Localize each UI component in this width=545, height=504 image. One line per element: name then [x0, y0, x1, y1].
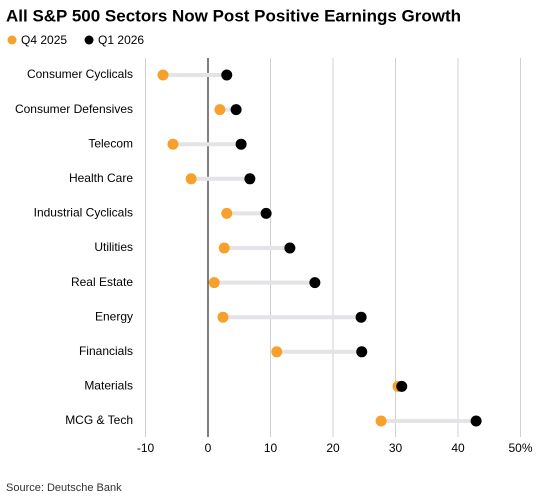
- dot: [221, 207, 233, 219]
- x-tick-label: 10: [264, 441, 278, 455]
- dot: [167, 138, 179, 150]
- category-label: Health Care: [69, 171, 133, 185]
- dot: [396, 380, 408, 392]
- legend-marker: [84, 35, 94, 45]
- chart-title: All S&P 500 Sectors Now Post Positive Ea…: [6, 6, 461, 25]
- category-label: Consumer Cyclicals: [27, 67, 133, 81]
- source: Source: Deutsche Bank: [6, 482, 122, 494]
- x-tick-label: 30: [389, 441, 403, 455]
- dot: [230, 104, 242, 116]
- category-label: Real Estate: [71, 275, 133, 289]
- dot: [271, 346, 283, 358]
- category-label: Materials: [84, 379, 133, 393]
- x-tick-label: 50%: [508, 441, 532, 455]
- category-label: Telecom: [88, 136, 133, 150]
- x-tick-label: 0: [205, 441, 212, 455]
- category-label: Industrial Cyclicals: [34, 206, 133, 220]
- dot: [235, 138, 247, 150]
- x-tick-label: 20: [326, 441, 340, 455]
- category-label: Consumer Defensives: [15, 102, 133, 116]
- category-label: Utilities: [94, 240, 133, 254]
- dot: [260, 207, 272, 219]
- dot: [218, 242, 230, 254]
- dot: [221, 69, 233, 81]
- dot: [355, 311, 367, 323]
- dot: [309, 277, 321, 289]
- dot: [214, 104, 226, 116]
- dot: [185, 173, 197, 185]
- dot: [470, 415, 482, 427]
- dot: [217, 311, 229, 323]
- dot: [244, 173, 256, 185]
- category-label: Energy: [95, 309, 133, 323]
- legend-marker: [7, 35, 17, 45]
- dot: [157, 69, 169, 81]
- dot: [356, 346, 368, 358]
- x-tick-label: 40: [451, 441, 465, 455]
- category-label: Financials: [79, 344, 133, 358]
- legend-label: Q1 2026: [98, 33, 144, 47]
- dot: [375, 415, 387, 427]
- x-tick-label: -10: [137, 441, 155, 455]
- dot: [284, 242, 296, 254]
- legend-label: Q4 2025: [21, 33, 67, 47]
- category-label: MCG & Tech: [65, 413, 133, 427]
- dot: [208, 277, 220, 289]
